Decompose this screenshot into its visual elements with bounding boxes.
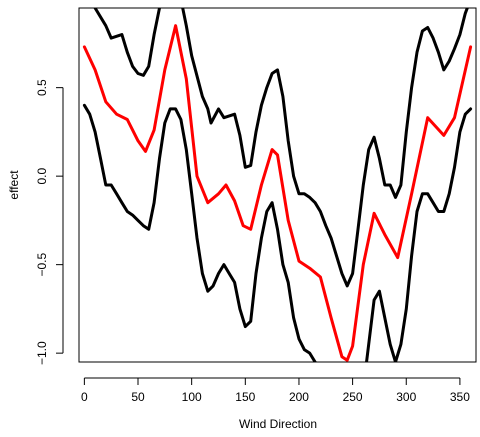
series-layer [82,8,473,362]
y-tick-label: −0.5 [35,252,49,276]
y-tick-label: −1.0 [35,341,49,365]
x-tick-label: 250 [343,390,363,404]
x-tick-label: 0 [81,390,88,404]
y-axis: −1.0 −0.5 0.0 0.5 [35,79,64,365]
y-axis-label: effect [7,170,21,200]
plot-frame [78,7,477,363]
x-tick-label: 350 [450,390,470,404]
y-tick-label: 0.0 [35,167,49,184]
fit-line [82,24,473,362]
lower-band-line [82,103,473,362]
x-tick-label: 50 [131,390,145,404]
x-axis-label: Wind Direction [239,417,317,431]
x-tick-label: 300 [396,390,416,404]
x-axis: 0 50 100 150 200 250 300 350 [81,377,470,404]
x-tick-label: 200 [289,390,309,404]
upper-band-line [93,8,469,288]
x-tick-label: 150 [235,390,255,404]
x-tick-label: 100 [182,390,202,404]
y-tick-label: 0.5 [35,79,49,96]
